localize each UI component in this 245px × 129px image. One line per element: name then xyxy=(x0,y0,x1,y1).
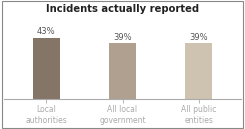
Text: 43%: 43% xyxy=(37,27,55,36)
Text: 39%: 39% xyxy=(113,33,132,42)
Bar xyxy=(185,43,212,99)
Title: Incidents actually reported: Incidents actually reported xyxy=(46,4,199,14)
Bar xyxy=(33,38,60,99)
Text: 39%: 39% xyxy=(190,33,208,42)
Bar xyxy=(109,43,136,99)
